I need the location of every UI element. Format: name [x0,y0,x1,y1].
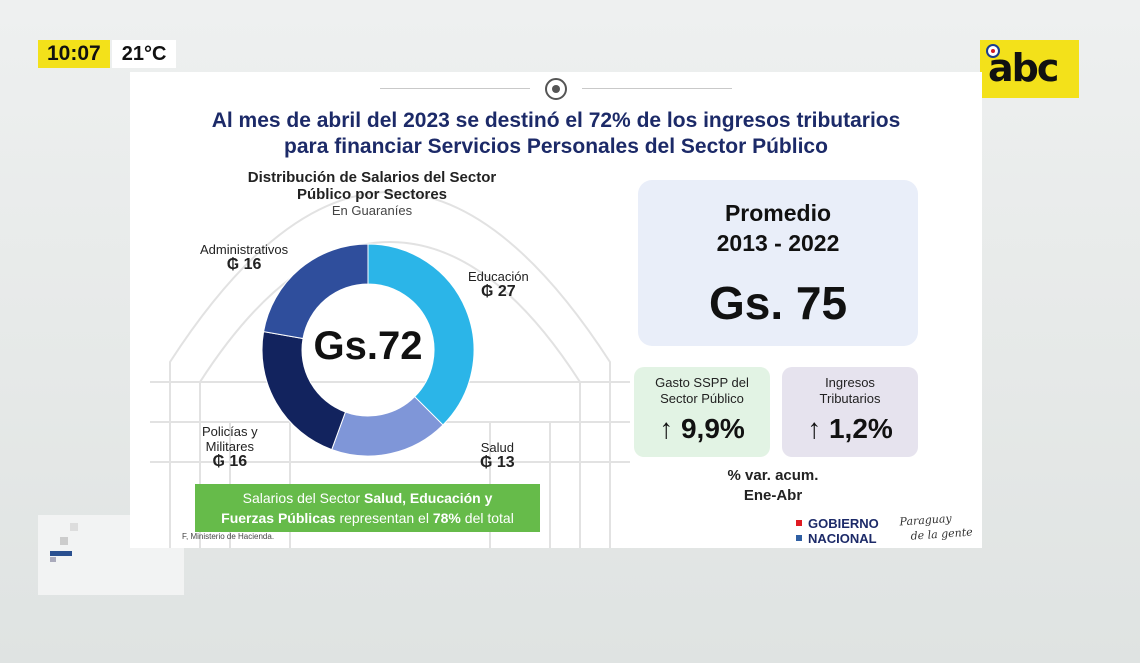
paraguay-signature-logo: Paraguay de la gente [899,511,974,543]
gasto-sspp-value: ↑ 9,9% [659,413,745,444]
channel-logo: abc [980,40,1079,98]
gobierno-nacional-logo: GOBIERNO NACIONAL [796,516,879,546]
label-administrativos: Administrativos ₲ 16 [200,242,289,273]
average-value: Gs. 75 [708,277,848,329]
value-salud: 13 [496,454,515,471]
clock-time: 10:07 [38,40,110,68]
average-title-line-2: 2013 - 2022 [716,230,840,256]
donut-center-value: Gs.72 [313,324,423,368]
summary-banner: Salarios del Sector Salud, Educación y F… [195,484,540,532]
value-policias-militares: 16 [229,453,248,470]
channel-logo-text: abc [988,46,1059,90]
label-policias-militares: Policías y Militares ₲ 16 [202,424,258,470]
ingresos-tributarios-value: ↑ 1,2% [807,413,893,444]
donut-chart [261,243,475,457]
value-administrativos: 16 [243,256,262,273]
headline-line-1: Al mes de abril del 2023 se destinó el 7… [211,109,901,132]
donut-slice-administrativos [263,243,369,340]
chart-title: Distribución de Salarios del Sector Públ… [247,169,497,203]
label-educacion: Educación ₲ 27 [468,269,529,300]
flag-dot-icon [986,44,1000,58]
variation-label: % var. acum. Ene-Abr [727,467,819,504]
average-card: Promedio 2013 - 2022 Gs. 75 [638,180,918,346]
source-note: F, Ministerio de Hacienda. [182,532,275,541]
value-educacion: 27 [497,283,516,300]
infographic-slide: Al mes de abril del 2023 se destinó el 7… [130,72,982,548]
donut-slice-educacion [367,243,475,426]
ingresos-tributarios-card: Ingresos Tributarios ↑ 1,2% [782,367,918,457]
label-salud: Salud ₲ 13 [480,440,515,471]
average-title-line-1: Promedio [724,200,832,226]
seal-icon [545,78,567,100]
chart-subtitle: En Guaraníes [331,203,413,218]
ticker: 10:07 21°C [38,40,177,68]
headline: Al mes de abril del 2023 se destinó el 7… [130,108,982,160]
gasto-sspp-card: Gasto SSPP del Sector Público ↑ 9,9% [634,367,770,457]
headline-line-2: para financiar Servicios Personales del … [284,135,828,158]
temperature: 21°C [111,40,177,68]
